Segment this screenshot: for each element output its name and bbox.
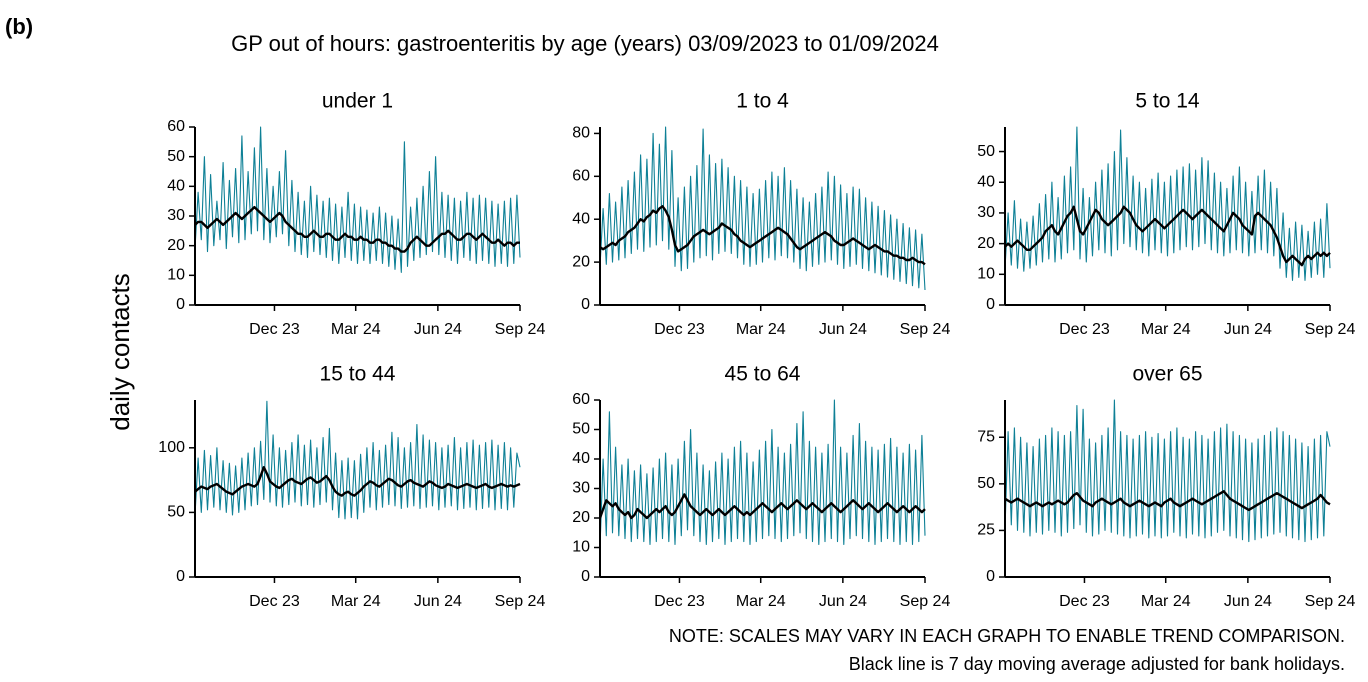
panel-label: (b)	[5, 14, 33, 39]
y-tick-label: 10	[977, 266, 995, 283]
y-tick-label: 30	[977, 204, 995, 221]
y-tick-label: 40	[572, 210, 590, 227]
y-tick-label: 40	[572, 450, 590, 467]
y-tick-label: 40	[167, 178, 185, 195]
x-tick-label: Sep 24	[900, 593, 951, 610]
x-tick-label: Jun 24	[414, 321, 462, 338]
x-tick-label: Mar 24	[1141, 321, 1191, 338]
y-tick-label: 60	[572, 391, 590, 408]
x-tick-label: Jun 24	[414, 593, 462, 610]
panel-title: 45 to 64	[725, 363, 801, 386]
series-line	[599, 205, 926, 266]
y-tick-label: 80	[572, 125, 590, 142]
x-tick-label: Sep 24	[900, 321, 951, 338]
x-tick-label: Mar 24	[331, 321, 381, 338]
series-line	[194, 126, 521, 273]
series-line	[1004, 399, 1331, 543]
y-tick-label: 20	[572, 509, 590, 526]
y-tick-label: 20	[977, 235, 995, 252]
panel-title: 15 to 44	[320, 363, 396, 386]
note: Black line is 7 day moving average adjus…	[849, 654, 1345, 674]
y-tick-label: 60	[572, 168, 590, 185]
chart-title: GP out of hours: gastroenteritis by age …	[231, 31, 939, 56]
x-tick-label: Dec 23	[249, 321, 300, 338]
series-line	[1004, 490, 1331, 512]
panel-title: 1 to 4	[736, 90, 789, 113]
y-tick-label: 100	[158, 439, 185, 456]
y-tick-label: 50	[977, 143, 995, 160]
y-tick-label: 0	[986, 568, 995, 585]
x-tick-label: Jun 24	[819, 593, 867, 610]
x-tick-label: Mar 24	[1141, 593, 1191, 610]
x-tick-label: Mar 24	[331, 593, 381, 610]
y-tick-label: 10	[167, 267, 185, 284]
panel-title: 5 to 14	[1135, 90, 1200, 113]
y-tick-label: 60	[167, 118, 185, 135]
y-tick-label: 30	[167, 207, 185, 224]
series-line	[194, 205, 520, 253]
x-tick-label: Dec 23	[1059, 593, 1110, 610]
x-tick-label: Jun 24	[819, 321, 867, 338]
panel-title: over 65	[1132, 363, 1202, 386]
series-line	[598, 493, 926, 520]
y-tick-label: 40	[977, 173, 995, 190]
panel-title: under 1	[322, 90, 393, 113]
y-tick-label: 50	[572, 421, 590, 438]
x-tick-label: Sep 24	[1305, 321, 1356, 338]
x-tick-label: Dec 23	[1059, 321, 1110, 338]
y-tick-label: 0	[581, 296, 590, 313]
y-tick-label: 20	[572, 253, 590, 270]
series-line	[194, 466, 521, 497]
series-line	[1004, 205, 1331, 267]
y-tick-label: 25	[977, 522, 995, 539]
y-tick-label: 50	[167, 504, 185, 521]
y-tick-label: 75	[977, 428, 995, 445]
x-tick-label: Dec 23	[654, 593, 705, 610]
x-tick-label: Sep 24	[1305, 593, 1356, 610]
x-tick-label: Jun 24	[1224, 593, 1272, 610]
y-tick-label: 50	[167, 148, 185, 165]
y-tick-label: 30	[572, 480, 590, 497]
series-line	[194, 400, 521, 520]
x-tick-label: Jun 24	[1224, 321, 1272, 338]
x-tick-label: Sep 24	[495, 321, 546, 338]
x-tick-label: Mar 24	[736, 321, 786, 338]
y-tick-label: 0	[176, 568, 185, 585]
y-tick-label: 10	[572, 539, 590, 556]
series-line	[599, 399, 926, 548]
y-tick-label: 20	[167, 237, 185, 254]
x-tick-label: Dec 23	[654, 321, 705, 338]
y-tick-label: 0	[986, 296, 995, 313]
y-tick-label: 0	[176, 296, 185, 313]
y-tick-label: 50	[977, 475, 995, 492]
y-axis-label: daily contacts	[105, 273, 135, 431]
note: NOTE: SCALES MAY VARY IN EACH GRAPH TO E…	[669, 626, 1345, 646]
x-tick-label: Sep 24	[495, 593, 546, 610]
series-line	[1004, 126, 1331, 281]
x-tick-label: Dec 23	[249, 593, 300, 610]
series-line	[599, 126, 926, 291]
y-tick-label: 0	[581, 568, 590, 585]
x-tick-label: Mar 24	[736, 593, 786, 610]
